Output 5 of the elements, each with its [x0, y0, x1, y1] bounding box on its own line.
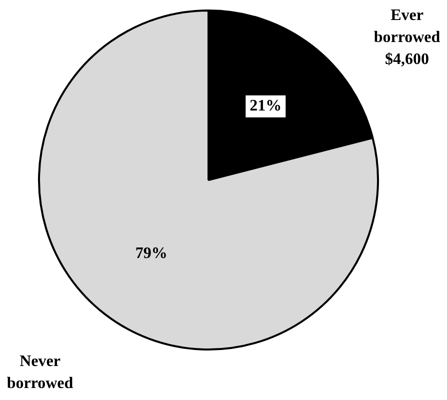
slice-label: Never borrowed: [6, 353, 74, 392]
text: $4,600: [385, 51, 429, 68]
data-label: 79%: [135, 244, 168, 262]
data-label: 21%: [250, 97, 282, 114]
slice-label: Ever borrowed: [374, 7, 440, 46]
